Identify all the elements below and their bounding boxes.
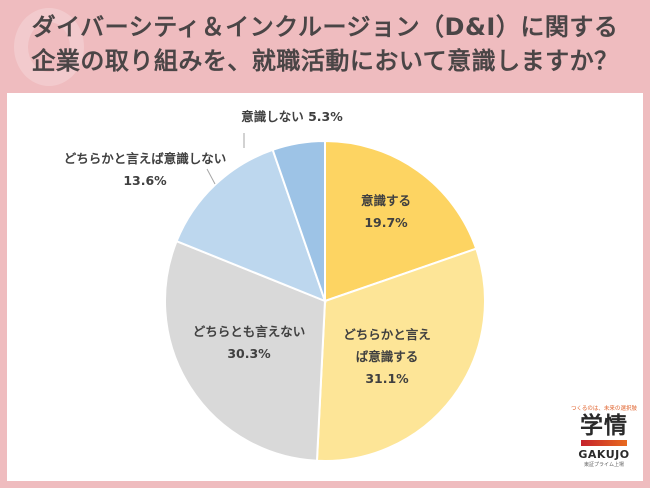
logo-bar <box>581 440 627 446</box>
gakujo-logo: つくるのは、未来の選択肢 学情 GAKUJO 東証プライム上場 <box>565 405 643 469</box>
logo-tagline: つくるのは、未来の選択肢 <box>571 406 637 412</box>
logo-subtext: 東証プライム上場 <box>584 462 624 468</box>
leader-line-s4 <box>206 168 216 185</box>
title-line-1: ダイバーシティ＆インクルージョン（D&I）に関する <box>31 13 619 41</box>
logo-kanji: 学情 <box>580 413 628 439</box>
slice-label-s1: 意識する 19.7% <box>360 193 411 230</box>
title-line-2: 企業の取り組みを、就職活動において意識しますか？ <box>31 47 619 75</box>
pie-chart <box>164 133 486 462</box>
chart-panel: 意識する 19.7% どちらかと言え ば意識する 31.1% どちらとも言えない… <box>7 93 643 481</box>
slice-label-s2: どちらかと言え ば意識する 31.1% <box>343 327 431 386</box>
slice-label-s4: どちらかと言えば意識しない 13.6% <box>63 151 227 188</box>
slice-label-s3: どちらとも言えない 30.3% <box>192 324 306 361</box>
pie-slice-2 <box>315 247 486 462</box>
slice-label-s5: 意識しない 5.3% <box>241 109 343 124</box>
pie-slice-4 <box>175 148 327 303</box>
logo-roman: GAKUJO <box>578 448 630 461</box>
pie-slice-5 <box>271 139 327 302</box>
pie-slice-3 <box>164 239 327 462</box>
page-title: ダイバーシティ＆インクルージョン（D&I）に関する 企業の取り組みを、就職活動に… <box>0 10 650 78</box>
